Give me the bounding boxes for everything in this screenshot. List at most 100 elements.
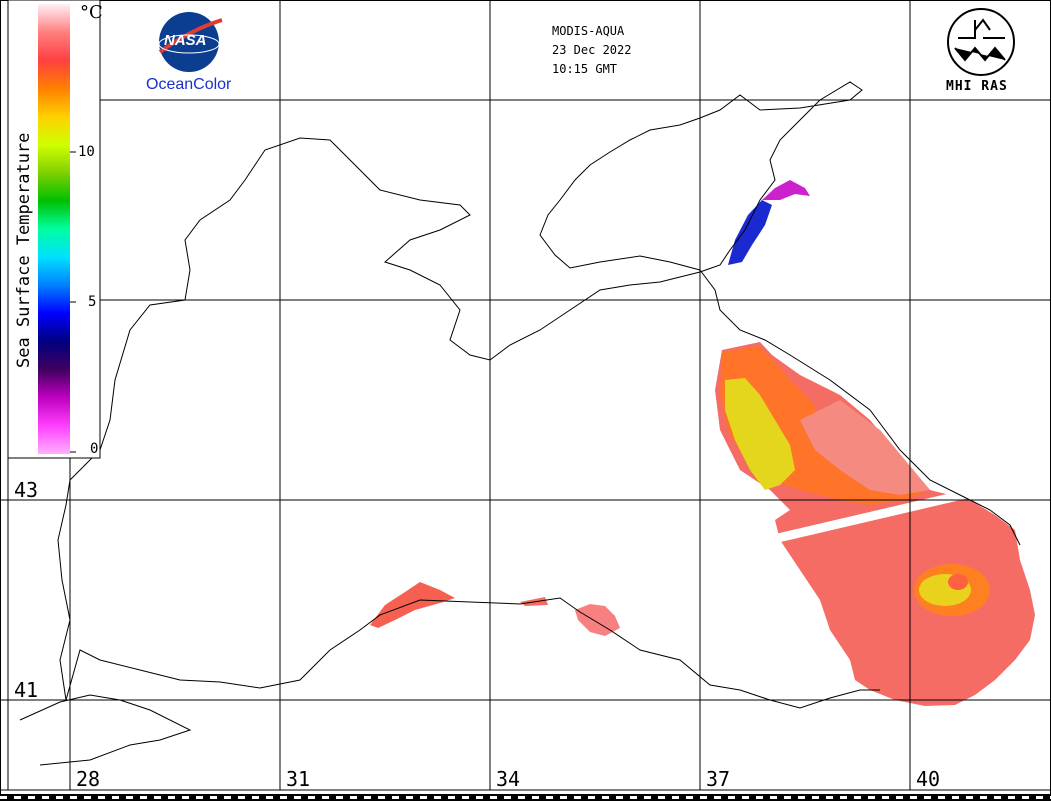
ruler-tick [910, 796, 917, 799]
ruler-tick [266, 796, 273, 799]
ruler-tick [742, 796, 749, 799]
ruler-tick [756, 796, 763, 799]
ruler-tick [840, 796, 847, 799]
ruler-tick [1008, 796, 1015, 799]
ruler-tick [938, 796, 945, 799]
ruler-tick [42, 796, 49, 799]
ruler-tick [322, 796, 329, 799]
ruler-tick [1036, 796, 1043, 799]
lon-label-37: 37 [706, 767, 731, 791]
ruler-tick [658, 796, 665, 799]
header-block: MODIS-AQUA 23 Dec 2022 10:15 GMT [552, 22, 631, 79]
colorbar [7, 0, 101, 459]
ruler-tick [420, 796, 427, 799]
ruler-tick [98, 796, 105, 799]
time-label: 10:15 GMT [552, 62, 618, 76]
ruler-tick [182, 796, 189, 799]
oceancolor-label: OceanColor [146, 76, 232, 93]
nasa-logo-text: NASA [164, 32, 207, 49]
ruler-tick [770, 796, 777, 799]
ruler-tick [476, 796, 483, 799]
ruler-tick [434, 796, 441, 799]
ruler-tick [784, 796, 791, 799]
ruler-tick [308, 796, 315, 799]
ruler-tick [462, 796, 469, 799]
ruler-tick [350, 796, 357, 799]
ruler-tick [14, 796, 21, 799]
ruler-tick [154, 796, 161, 799]
ruler-tick [364, 796, 371, 799]
bottom-ruler [0, 789, 1051, 801]
ruler-tick [686, 796, 693, 799]
ruler-tick [728, 796, 735, 799]
ruler-tick [252, 796, 259, 799]
ruler-tick [980, 796, 987, 799]
colorbar-tick-5: 5 [88, 294, 97, 310]
ruler-tick [574, 796, 581, 799]
mhi-ras-label: MHI RAS [946, 79, 1008, 94]
ruler-tick [224, 796, 231, 799]
ruler-tick [812, 796, 819, 799]
ruler-tick [336, 796, 343, 799]
sst-south-3 [575, 604, 620, 636]
ruler-tick [28, 796, 35, 799]
ruler-tick [168, 796, 175, 799]
lon-label-31: 31 [286, 767, 311, 791]
ruler-tick [924, 796, 931, 799]
sst-data [370, 180, 1035, 706]
ruler-tick [238, 796, 245, 799]
ruler-tick [994, 796, 1001, 799]
ruler-tick [896, 796, 903, 799]
sensor-label: MODIS-AQUA [552, 24, 625, 38]
lon-label-28: 28 [76, 767, 101, 791]
colorbar-title-text: Sea Surface Temperature [14, 132, 34, 368]
sst-yellow [725, 378, 795, 490]
sst-south-1 [370, 582, 455, 628]
lat-label-43: 43 [14, 478, 39, 502]
sst-pink [800, 400, 930, 495]
ruler-tick [588, 796, 595, 799]
ruler-tick [630, 796, 637, 799]
ruler-tick [84, 796, 91, 799]
ruler-tick [280, 796, 287, 799]
nasa-logo [158, 12, 223, 72]
ruler-tick [952, 796, 959, 799]
date-label: 23 Dec 2022 [552, 43, 632, 57]
ruler-tick [868, 796, 875, 799]
mhi-logo [947, 8, 1015, 76]
lon-label-40: 40 [916, 767, 941, 791]
colorbar-unit: °C [80, 2, 103, 23]
ruler-tick [140, 796, 147, 799]
ruler-tick [644, 796, 651, 799]
coast-west [57, 81, 863, 701]
ruler-tick [196, 796, 203, 799]
coast-caucasus [699, 269, 1021, 546]
ruler-tick [672, 796, 679, 799]
coastline [19, 81, 1021, 766]
ruler-tick [490, 796, 497, 799]
sst-azov-blue [728, 200, 772, 265]
ruler-tick [1022, 796, 1029, 799]
sst-eddy-core [948, 574, 968, 590]
colorbar-ramp [38, 4, 70, 454]
ruler-tick [406, 796, 413, 799]
lat-label-41: 41 [14, 678, 39, 702]
ruler-tick [56, 796, 63, 799]
ruler-tick [518, 796, 525, 799]
ruler-tick [882, 796, 889, 799]
sst-azov-magenta [762, 180, 810, 200]
ruler-tick [560, 796, 567, 799]
ruler-tick [70, 796, 77, 799]
ruler-tick [0, 796, 7, 799]
ruler-tick [294, 796, 301, 799]
ruler-tick [532, 796, 539, 799]
ruler-tick [392, 796, 399, 799]
coast-south [65, 597, 880, 709]
ruler-tick [112, 796, 119, 799]
lon-label-34: 34 [496, 767, 521, 791]
coast-bosporus [19, 694, 192, 766]
ruler-tick [602, 796, 609, 799]
ruler-tick [714, 796, 721, 799]
